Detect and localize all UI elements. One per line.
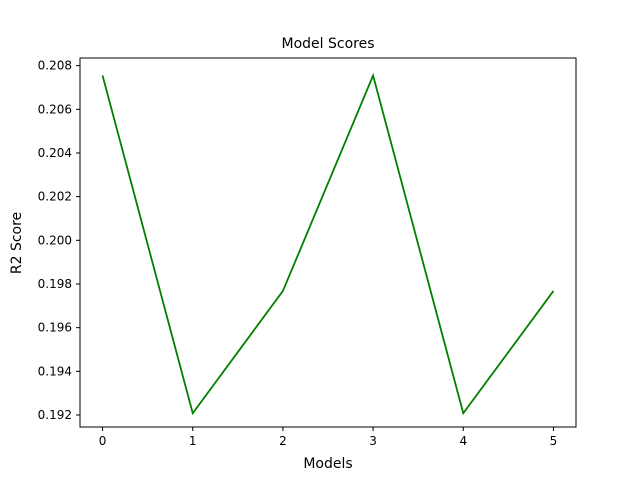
plot-area (79, 57, 577, 428)
chart-title: Model Scores (282, 36, 375, 52)
x-tick-label: 3 (369, 434, 377, 448)
plot-frame (79, 57, 577, 428)
y-tick-label: 0.200 (38, 233, 72, 247)
y-tick-label: 0.206 (38, 102, 72, 116)
y-tick-label: 0.192 (38, 408, 72, 422)
y-tick-label: 0.204 (38, 146, 72, 160)
x-tick-label: 5 (550, 434, 558, 448)
x-axis: 0 1 2 3 4 5 (99, 427, 558, 448)
y-tick-label: 0.208 (38, 59, 72, 73)
x-tick-label: 0 (99, 434, 107, 448)
series-line-0 (101, 72, 555, 416)
x-axis-label: Models (303, 456, 352, 472)
x-tick-label: 1 (189, 434, 197, 448)
y-tick-label: 0.202 (38, 190, 72, 204)
y-tick-label: 0.196 (38, 321, 72, 335)
y-axis: 0.192 0.194 0.196 0.198 0.200 0.202 0.204 0.206… (38, 59, 80, 422)
x-tick-label: 2 (279, 434, 287, 448)
y-axis-label: R2 Score (9, 212, 25, 274)
x-tick-label: 4 (459, 434, 467, 448)
y-tick-label: 0.198 (38, 277, 72, 291)
y-tick-label: 0.194 (38, 364, 72, 378)
